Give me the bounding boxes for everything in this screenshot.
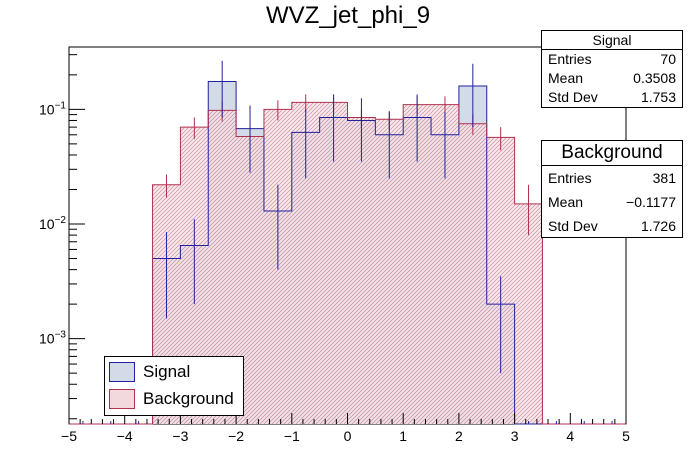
stat-value: 0.3508 bbox=[633, 70, 676, 86]
legend-swatch-signal bbox=[109, 362, 135, 382]
stat-value: 70 bbox=[660, 51, 676, 67]
signal-stats-mean: Mean 0.3508 bbox=[542, 69, 682, 88]
background-stats-mean: Mean −0.1177 bbox=[542, 190, 682, 214]
stat-label: Entries bbox=[548, 51, 592, 67]
stat-label: Mean bbox=[548, 194, 584, 210]
x-tick-label: −2 bbox=[228, 428, 244, 444]
signal-stats-stddev: Std Dev 1.753 bbox=[542, 88, 682, 107]
x-tick-label: 1 bbox=[399, 428, 407, 444]
y-tick-label: 10−3 bbox=[39, 330, 66, 347]
legend-item-signal: Signal bbox=[109, 362, 190, 382]
stat-value: −0.1177 bbox=[626, 194, 676, 210]
x-tick-label: 5 bbox=[622, 428, 630, 444]
background-bar bbox=[514, 203, 543, 424]
chart-title: WVZ_jet_phi_9 bbox=[265, 2, 431, 29]
x-tick-label: −5 bbox=[61, 428, 77, 444]
stat-label: Mean bbox=[548, 70, 584, 86]
legend-item-background: Background bbox=[109, 389, 234, 409]
x-tick-label: 2 bbox=[455, 428, 463, 444]
background-stats-entries: Entries 381 bbox=[542, 166, 682, 190]
x-tick-label: −3 bbox=[172, 428, 188, 444]
legend-swatch-background bbox=[109, 389, 135, 409]
background-outline bbox=[69, 101, 626, 425]
stat-value: 381 bbox=[652, 170, 676, 186]
x-tick-label: −1 bbox=[284, 428, 300, 444]
stat-label: Entries bbox=[548, 170, 592, 186]
x-tick-label: 4 bbox=[566, 428, 574, 444]
stat-value: 1.753 bbox=[640, 89, 676, 105]
legend: Signal Background bbox=[104, 356, 244, 416]
background-stats-box: Background Entries 381 Mean −0.1177 Std … bbox=[541, 140, 683, 238]
background-bar bbox=[347, 117, 376, 425]
x-tick-label: −4 bbox=[117, 428, 133, 444]
y-tick-label: 10−1 bbox=[39, 100, 66, 117]
x-tick-label: 0 bbox=[344, 428, 352, 444]
stat-value: 1.726 bbox=[640, 218, 676, 234]
x-tick-label: 3 bbox=[511, 428, 519, 444]
background-stats-header: Background bbox=[542, 141, 682, 166]
background-bar bbox=[458, 123, 487, 425]
stat-label: Std Dev bbox=[548, 218, 598, 234]
legend-label-background: Background bbox=[143, 389, 234, 408]
stat-label: Std Dev bbox=[548, 89, 598, 105]
signal-stats-entries: Entries 70 bbox=[542, 50, 682, 69]
legend-label-signal: Signal bbox=[143, 362, 191, 381]
background-stats-stddev: Std Dev 1.726 bbox=[542, 214, 682, 238]
signal-stats-box: Signal Entries 70 Mean 0.3508 Std Dev 1.… bbox=[541, 30, 683, 108]
y-tick-label: 10−2 bbox=[39, 215, 66, 232]
signal-stats-header: Signal bbox=[542, 31, 682, 50]
